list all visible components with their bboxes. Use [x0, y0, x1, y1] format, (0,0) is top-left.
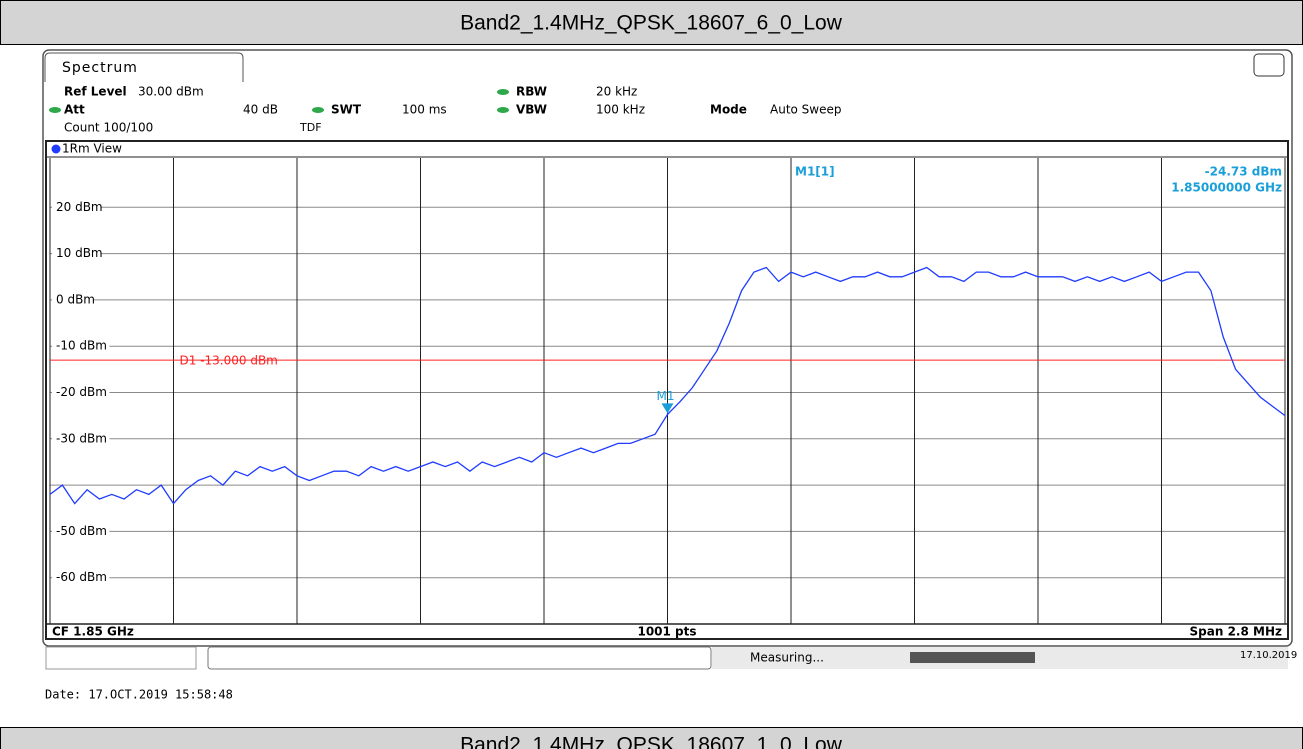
status-box: [207, 646, 712, 670]
display-line-label: D1 -13.000 dBm: [180, 354, 278, 368]
marker: [661, 403, 674, 414]
rbw-label: RBW: [516, 85, 547, 99]
view-label: 1Rm View: [62, 142, 122, 156]
swt: 100 ms: [402, 103, 447, 117]
status-dot: [49, 107, 61, 113]
rbw: 20 kHz: [596, 85, 637, 99]
tdf: TDF: [299, 121, 322, 134]
att-label: Att: [64, 103, 85, 117]
center-frequency: CF 1.85 GHz: [52, 625, 134, 639]
tick-label-background: [52, 245, 102, 262]
y-tick-label: 10 dBm: [56, 246, 103, 260]
y-tick-label: 20 dBm: [56, 200, 103, 214]
vbw-label: VBW: [516, 103, 547, 117]
y-tick-label: -20 dBm: [56, 385, 107, 399]
marker-name: M1: [657, 389, 675, 403]
tick-label-background: [52, 384, 110, 401]
date: Date: 17.OCT.2019 15:58:48: [45, 688, 233, 702]
att: 40 dB: [243, 103, 278, 117]
y-tick-label: 0 dBm: [56, 292, 95, 306]
trace: [49, 266, 1286, 505]
span: Span 2.8 MHz: [1190, 625, 1282, 639]
status-dot: [312, 107, 324, 113]
progress-bar: [910, 652, 1035, 663]
marker-readout: M1[1]: [795, 165, 835, 179]
status-dot: [497, 107, 509, 113]
y-tick-label: -10 dBm: [56, 339, 107, 353]
vbw: 100 kHz: [596, 103, 645, 117]
menu-button[interactable]: [1253, 53, 1285, 77]
tab: [44, 52, 244, 82]
status: Measuring...: [750, 651, 824, 665]
tab-label: Spectrum: [62, 60, 138, 76]
tick-label-background: [52, 338, 110, 355]
tick-label-background: [52, 569, 110, 586]
y-tick-label: -30 dBm: [56, 431, 107, 445]
trace-dot: [51, 144, 61, 154]
title-bar: [0, 0, 1303, 45]
title: Band2_1.4MHz_QPSK_18607_6_0_Low: [460, 12, 843, 35]
ref-level-label: Ref Level: [64, 85, 127, 99]
y-tick-label: -50 dBm: [56, 524, 107, 538]
tick-label-background: [52, 199, 102, 216]
next-title: Band2_1.4MHz_QPSK_18607_1_0_Low: [460, 734, 843, 749]
status-box: [45, 646, 197, 670]
y-tick-label: -60 dBm: [56, 570, 107, 584]
points: 1001 pts: [637, 625, 696, 639]
mode-label: Mode: [710, 103, 747, 117]
marker-frequency: 1.85000000 GHz: [1171, 181, 1282, 195]
status-dot: [497, 89, 509, 95]
tick-label-background: [52, 523, 110, 540]
tick-label-background: [52, 430, 110, 447]
plot: 20 dBm 10 dBm 0 dBm -10 dBm -20 dBm -30 dBm -5…: [49, 158, 1286, 624]
count: Count 100/100: [64, 121, 153, 135]
swt-label: SWT: [331, 103, 362, 117]
status-date: 17.10.2019: [1240, 650, 1297, 661]
tick-label-background: [52, 291, 93, 308]
ref-level: 30.00 dBm: [138, 85, 204, 99]
marker-value: -24.73 dBm: [1205, 165, 1282, 179]
mode: Auto Sweep: [770, 103, 842, 117]
